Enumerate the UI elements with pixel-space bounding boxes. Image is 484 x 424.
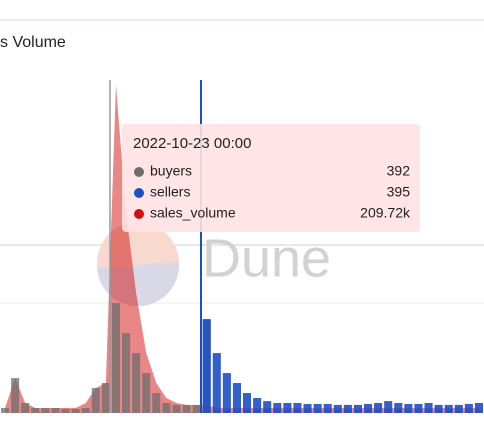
bar — [152, 393, 161, 413]
area — [5, 84, 479, 413]
bar — [1, 408, 10, 413]
bar — [434, 404, 443, 413]
bar — [111, 303, 120, 413]
legend-dot — [134, 209, 144, 219]
bar — [394, 403, 403, 413]
bar — [51, 408, 60, 413]
bar — [303, 403, 312, 413]
bar — [71, 408, 80, 413]
bar — [464, 403, 473, 413]
tooltip-box — [122, 124, 420, 232]
bar — [374, 403, 383, 413]
bar — [404, 403, 413, 413]
bar — [31, 408, 40, 413]
bar — [41, 408, 50, 413]
legend-label: buyers — [150, 163, 192, 179]
legend-dot — [134, 167, 144, 177]
tooltip-value: 392 — [387, 163, 411, 179]
bar — [243, 393, 252, 413]
bar — [263, 401, 272, 413]
bar — [454, 404, 463, 413]
bar — [333, 404, 342, 413]
bar — [182, 404, 191, 413]
bar — [101, 383, 110, 413]
bar — [253, 398, 262, 413]
chart-title: s Volume — [0, 34, 66, 51]
bar — [293, 403, 302, 413]
bar — [132, 353, 141, 413]
bar — [444, 404, 453, 413]
bar — [414, 403, 423, 413]
bar — [323, 403, 332, 413]
bar — [172, 404, 181, 413]
legend-label: sales_volume — [150, 205, 236, 221]
bar — [474, 403, 483, 413]
bar — [122, 333, 131, 413]
bar — [273, 403, 282, 413]
bar — [384, 401, 393, 413]
bar — [232, 383, 241, 413]
plot — [1, 84, 483, 413]
bar — [21, 403, 30, 413]
bar — [91, 388, 100, 413]
bar — [162, 403, 171, 413]
bar — [202, 319, 211, 413]
bar — [212, 353, 221, 413]
bar — [353, 404, 362, 413]
bar — [343, 404, 352, 413]
bar — [192, 404, 201, 413]
bar — [61, 408, 70, 413]
watermark-text: Dune — [202, 228, 331, 288]
bar — [11, 378, 20, 413]
tooltip-title: 2022-10-23 00:00 — [133, 135, 251, 152]
bar — [283, 403, 292, 413]
tooltip: 2022-10-23 00:00 buyers 392 sellers 395 sale… — [122, 124, 420, 232]
bar — [424, 403, 433, 413]
legend-dot — [134, 188, 144, 198]
tooltip-value: 209.72k — [360, 205, 411, 221]
bar — [142, 373, 151, 413]
bar — [222, 373, 231, 413]
bar — [364, 403, 373, 413]
bar — [313, 403, 322, 413]
bar — [81, 408, 90, 413]
tooltip-value: 395 — [387, 184, 411, 200]
legend-label: sellers — [150, 184, 190, 200]
